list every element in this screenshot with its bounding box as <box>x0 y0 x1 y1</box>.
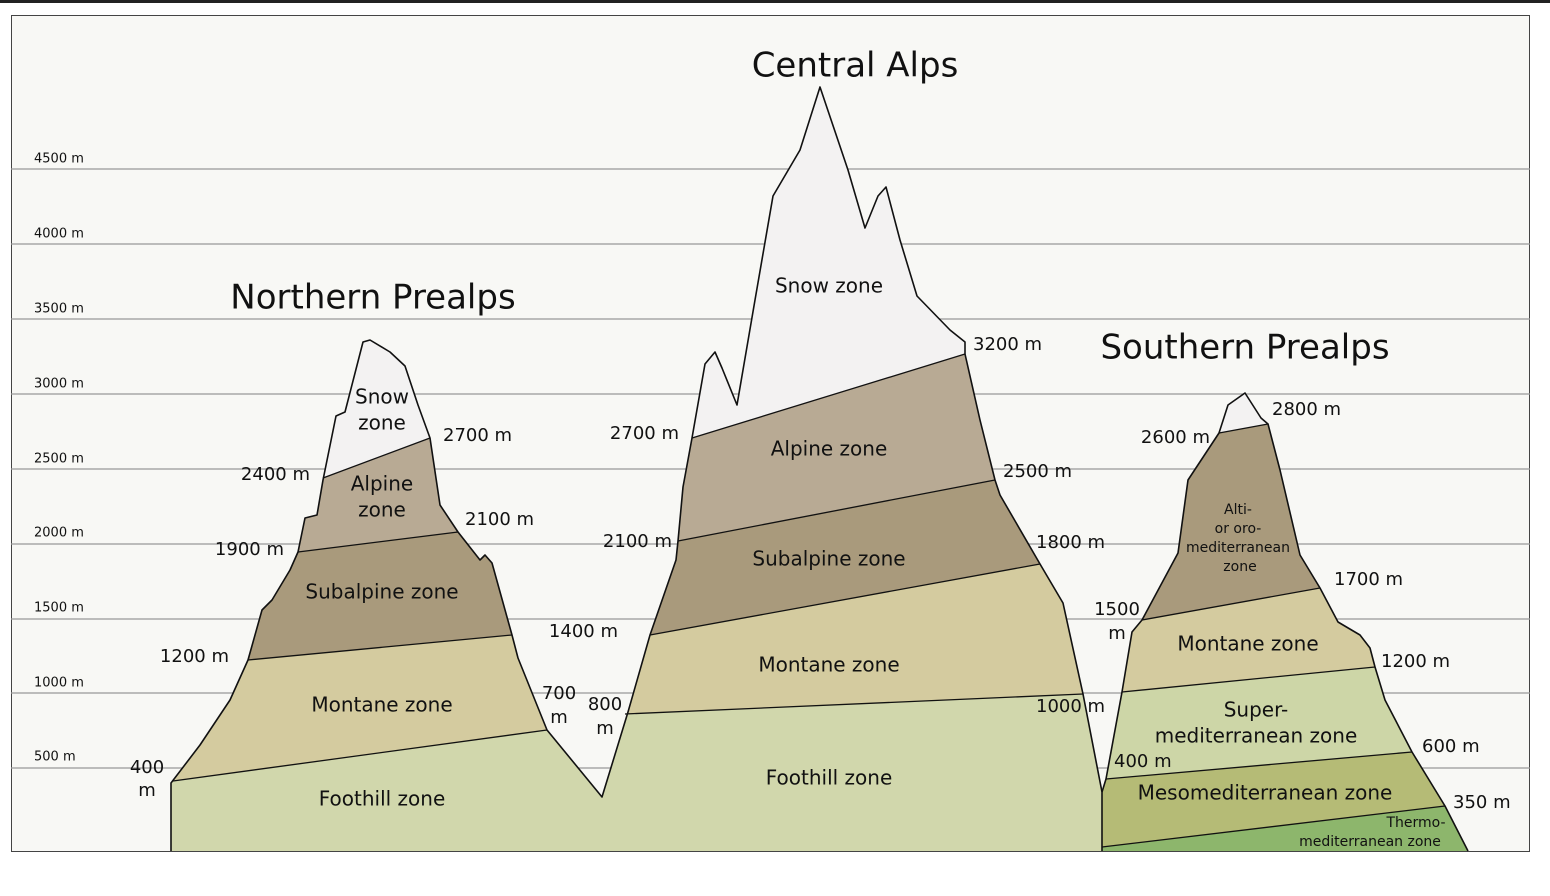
zone-label: Super- <box>1224 698 1289 722</box>
zone-label: Snow zone <box>775 274 883 298</box>
elevation-label: 800 <box>588 694 622 715</box>
zone-label: Thermo- <box>1385 815 1445 831</box>
zone-label: Mesomediterranean zone <box>1138 781 1393 805</box>
zone-label: Montane zone <box>1177 632 1318 656</box>
axis-label: 500 m <box>34 750 76 765</box>
zone-label: mediterranean zone <box>1299 834 1441 850</box>
elevation-label: 3200 m <box>973 334 1042 355</box>
elevation-label: 400 m <box>1114 751 1172 772</box>
zone-label: Montane zone <box>758 653 899 677</box>
zone-label: zone <box>358 498 406 522</box>
page: 4500 m 4000 m 3500 m 3000 m 2500 m 2000 … <box>0 0 1550 892</box>
zone-label: Foothill zone <box>319 787 446 811</box>
elevation-label: m <box>596 718 614 739</box>
zone-label: Subalpine zone <box>752 547 905 571</box>
zone-label: mediterranean zone <box>1155 724 1358 748</box>
elevation-label: 2500 m <box>1003 461 1072 482</box>
zone-label: Snow <box>355 385 409 409</box>
elevation-label: 2400 m <box>241 464 310 485</box>
elevation-label: 2800 m <box>1272 399 1341 420</box>
title: Central Alps <box>752 46 959 86</box>
elevation-label: 1800 m <box>1036 532 1105 553</box>
elevation-label: m <box>138 780 156 801</box>
zone-label: zone <box>358 411 406 435</box>
zone-label: Foothill zone <box>766 766 893 790</box>
zone-label: Montane zone <box>311 693 452 717</box>
zone-label: Subalpine zone <box>305 580 458 604</box>
axis-label: 4000 m <box>34 227 84 242</box>
zone-label: or oro- <box>1215 521 1262 537</box>
zone-label: zone <box>1223 559 1256 575</box>
elevation-label: 2100 m <box>465 509 534 530</box>
axis-label: 4500 m <box>34 152 84 167</box>
elevation-label: 350 m <box>1453 792 1511 813</box>
axis-label: 2500 m <box>34 452 84 467</box>
zone-label: Alti- <box>1224 502 1252 518</box>
axis-label: 3000 m <box>34 377 84 392</box>
elevation-label: 2700 m <box>443 425 512 446</box>
elevation-label: 600 m <box>1422 736 1480 757</box>
axis-label: 2000 m <box>34 526 84 541</box>
elevation-label: 1500 <box>1094 599 1140 620</box>
title: Southern Prealps <box>1100 328 1389 368</box>
elevation-label: 1400 m <box>549 621 618 642</box>
elevation-label: 2100 m <box>603 531 672 552</box>
elevation-label: 400 <box>130 757 164 778</box>
elevation-label: 1200 m <box>1381 651 1450 672</box>
elevation-label: 700 <box>542 683 576 704</box>
axis-label: 1500 m <box>34 601 84 616</box>
elevation-label: 2600 m <box>1141 427 1210 448</box>
zone-label: Alpine <box>351 472 413 496</box>
elevation-label: m <box>1108 623 1126 644</box>
elevation-label: 1700 m <box>1334 569 1403 590</box>
top-border <box>0 0 1550 3</box>
zone-label: mediterranean <box>1186 540 1290 556</box>
axis-label: 3500 m <box>34 302 84 317</box>
zone-label: Alpine zone <box>771 437 888 461</box>
elevation-label: 2700 m <box>610 423 679 444</box>
elevation-label: m <box>550 707 568 728</box>
elevation-label: 1900 m <box>215 539 284 560</box>
title: Northern Prealps <box>230 278 515 318</box>
elevation-label: 1000 m <box>1036 696 1105 717</box>
axis-label: 1000 m <box>34 676 84 691</box>
diagram: 4500 m 4000 m 3500 m 3000 m 2500 m 2000 … <box>0 0 1550 892</box>
elevation-label: 1200 m <box>160 646 229 667</box>
